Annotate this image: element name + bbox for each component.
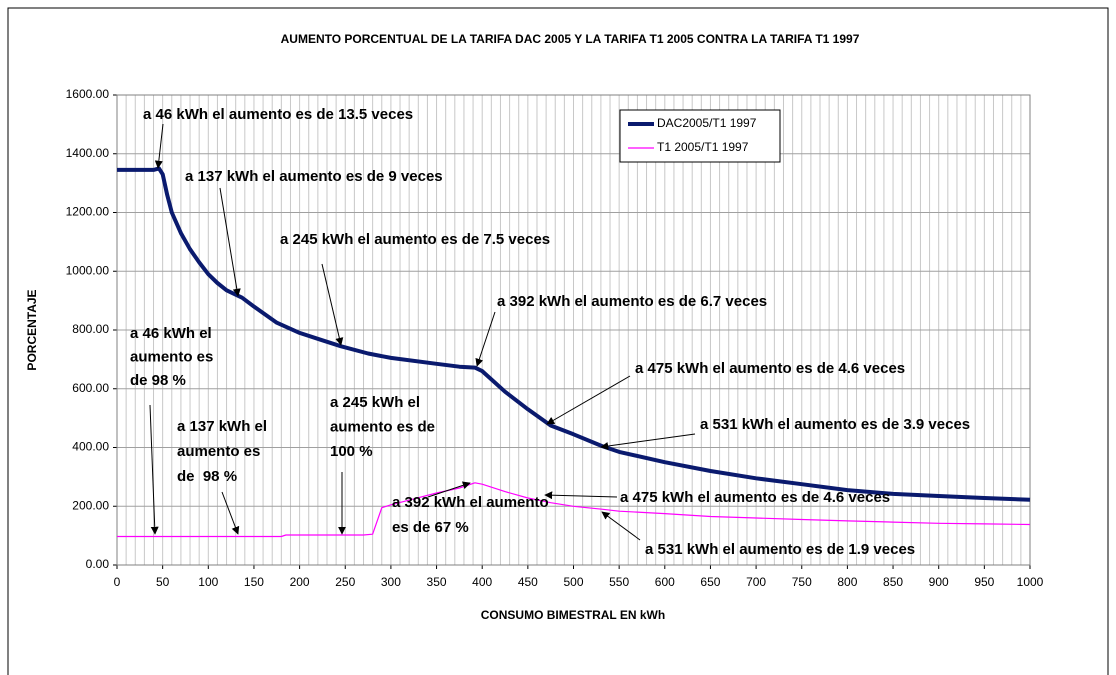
annotation-arrow	[600, 433, 696, 450]
annotation-arrow	[221, 491, 240, 535]
x-tick-label: 950	[974, 575, 994, 589]
x-tick-label: 100	[198, 575, 218, 589]
x-tick-label: 350	[427, 575, 447, 589]
annotation: a 46 kWh el	[130, 325, 212, 342]
annotation: a 475 kWh el aumento es de 4.6 veces	[620, 489, 890, 506]
legend-box	[619, 109, 781, 163]
annotation-arrow	[154, 123, 164, 169]
x-tick-label: 250	[335, 575, 355, 589]
legend-label: DAC2005/T1 1997	[657, 116, 757, 130]
y-tick-label: 1000.00	[66, 263, 110, 277]
x-tick-label: 400	[472, 575, 492, 589]
annotation: aumento es de	[330, 418, 435, 435]
x-tick-label: 450	[518, 575, 538, 589]
annotation: es de 67 %	[392, 519, 469, 536]
series-line	[117, 166, 1031, 502]
x-tick-label: 0	[114, 575, 121, 589]
x-tick-label: 200	[290, 575, 310, 589]
x-tick-label: 550	[609, 575, 629, 589]
annotation: de 98 %	[130, 372, 186, 389]
x-tick-label: 600	[655, 575, 675, 589]
annotation-arrow	[546, 375, 631, 425]
y-tick-label: 1600.00	[66, 87, 110, 101]
x-tick-label: 900	[929, 575, 949, 589]
plot-border	[116, 94, 1031, 566]
y-tick-label: 400.00	[72, 440, 109, 454]
legend-label: T1 2005/T1 1997	[657, 140, 749, 154]
annotation: a 531 kWh el aumento es de 1.9 veces	[645, 541, 915, 558]
annotation-arrow	[149, 404, 159, 535]
x-axis-label: CONSUMO BIMESTRAL EN kWh	[481, 608, 665, 622]
y-tick-label: 1200.00	[66, 205, 110, 219]
annotation: a 392 kWh el aumento	[392, 494, 549, 511]
annotation: a 531 kWh el aumento es de 3.9 veces	[700, 416, 970, 433]
y-tick-label: 600.00	[72, 381, 109, 395]
x-tick-label: 850	[883, 575, 903, 589]
y-tick-label: 0.00	[86, 557, 110, 571]
annotation: a 46 kWh el aumento es de 13.5 veces	[143, 106, 413, 123]
x-tick-label: 50	[156, 575, 170, 589]
annotation-arrow	[544, 491, 618, 500]
annotation: aumento es	[130, 348, 213, 365]
chart-title: AUMENTO PORCENTUAL DE LA TARIFA DAC 2005…	[281, 32, 860, 46]
y-tick-label: 800.00	[72, 322, 109, 336]
y-tick-label: 200.00	[72, 498, 109, 512]
annotation: a 137 kWh el aumento es de 9 veces	[185, 168, 443, 185]
annotation-arrow	[601, 511, 641, 541]
y-axis-label: PORCENTAJE	[25, 289, 39, 370]
annotation-arrow	[219, 187, 241, 297]
x-tick-label: 800	[837, 575, 857, 589]
y-tick-label: 1400.00	[66, 146, 110, 160]
annotation: a 137 kWh el	[177, 418, 267, 435]
frame	[7, 7, 1109, 675]
x-tick-label: 1000	[1017, 575, 1044, 589]
x-tick-label: 750	[792, 575, 812, 589]
annotation-arrow	[427, 481, 471, 498]
annotation: a 245 kWh el	[330, 394, 420, 411]
x-tick-label: 300	[381, 575, 401, 589]
annotation-arrow	[475, 311, 496, 367]
annotation: aumento es	[177, 443, 260, 460]
annotation: de 98 %	[177, 468, 237, 485]
series-line	[117, 482, 1031, 538]
annotation-arrow	[321, 263, 344, 346]
x-tick-label: 150	[244, 575, 264, 589]
annotation: a 392 kWh el aumento es de 6.7 veces	[497, 293, 767, 310]
annotation: a 245 kWh el aumento es de 7.5 veces	[280, 231, 550, 248]
x-tick-label: 700	[746, 575, 766, 589]
annotation: a 475 kWh el aumento es de 4.6 veces	[635, 360, 905, 377]
annotation: 100 %	[330, 443, 373, 460]
x-tick-label: 650	[700, 575, 720, 589]
x-tick-label: 500	[563, 575, 583, 589]
